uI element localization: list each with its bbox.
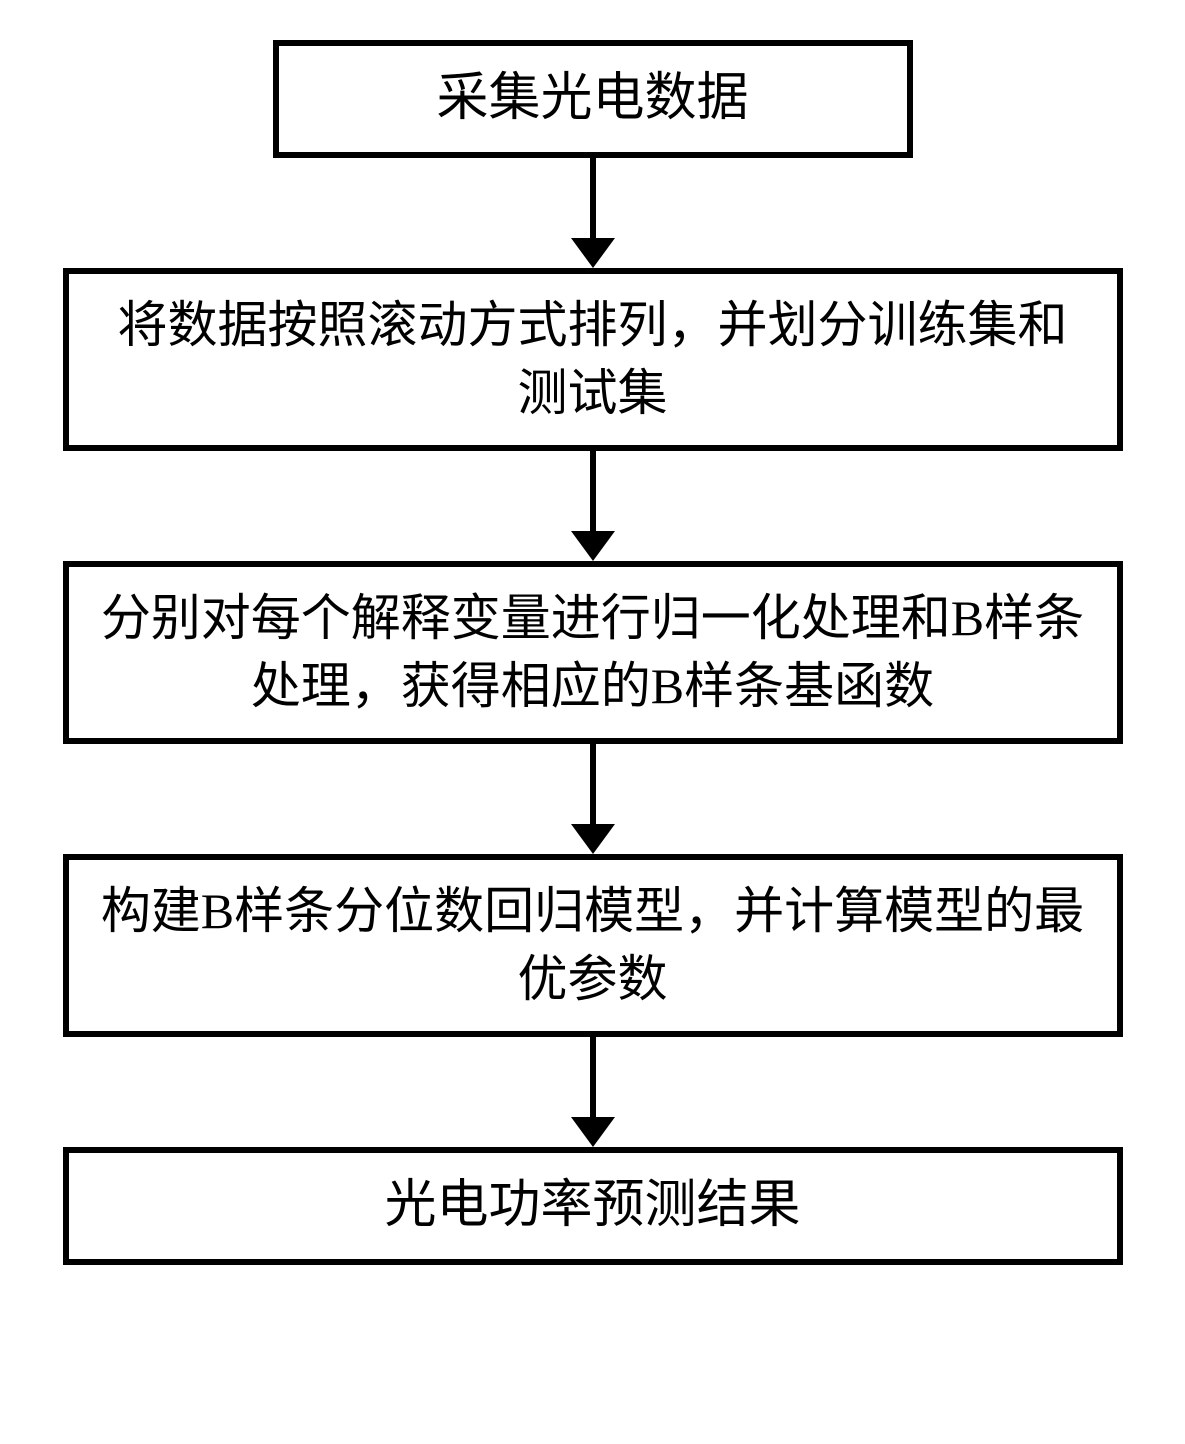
flowchart-step-4: 构建B样条分位数回归模型，并计算模型的最优参数 [63,854,1123,1037]
flowchart-step-3: 分别对每个解释变量进行归一化处理和B样条处理，获得相应的B样条基函数 [63,561,1123,744]
arrow-down-icon [571,1037,615,1147]
arrow-head [571,824,615,854]
step-text: 分别对每个解释变量进行归一化处理和B样条处理，获得相应的B样条基函数 [99,585,1087,720]
flowchart-step-5: 光电功率预测结果 [63,1147,1123,1265]
flowchart-step-1: 采集光电数据 [273,40,913,158]
arrow-line [590,1037,596,1118]
step-text: 采集光电数据 [436,64,748,134]
arrow-line [590,158,596,239]
arrow-down-icon [571,744,615,854]
flowchart-step-2: 将数据按照滚动方式排列，并划分训练集和测试集 [63,268,1123,451]
arrow-down-icon [571,158,615,268]
arrow-line [590,744,596,825]
step-text: 光电功率预测结果 [384,1171,800,1241]
flowchart-container: 采集光电数据 将数据按照滚动方式排列，并划分训练集和测试集 分别对每个解释变量进… [63,40,1123,1265]
arrow-head [571,1117,615,1147]
arrow-line [590,451,596,532]
step-text: 将数据按照滚动方式排列，并划分训练集和测试集 [99,292,1087,427]
step-text: 构建B样条分位数回归模型，并计算模型的最优参数 [99,878,1087,1013]
arrow-head [571,531,615,561]
arrow-down-icon [571,451,615,561]
arrow-head [571,238,615,268]
